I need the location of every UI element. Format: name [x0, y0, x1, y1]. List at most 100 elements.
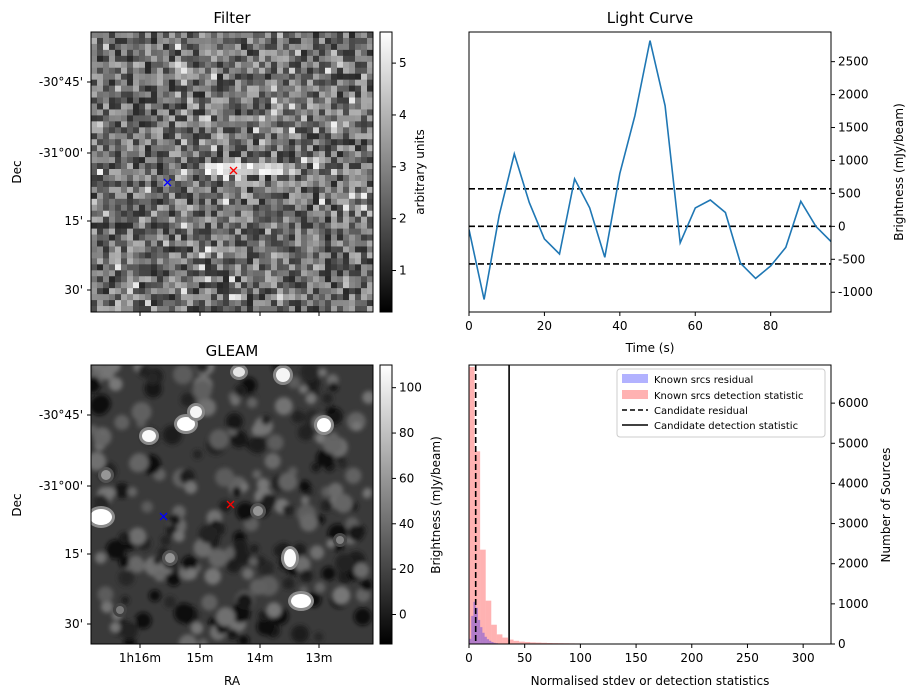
filter-pixel	[331, 115, 338, 122]
filter-pixel	[229, 67, 236, 75]
filter-pixel	[313, 55, 320, 63]
filter-pixel	[121, 270, 128, 277]
lightcurve-ytick-label: 0	[838, 219, 846, 233]
filter-pixel	[307, 151, 314, 158]
filter-pixel	[109, 234, 116, 241]
filter-pixel	[151, 55, 158, 63]
gleam-ytick-label: -31°00'	[39, 479, 83, 493]
filter-pixel	[145, 37, 152, 45]
filter-pixel	[187, 85, 194, 92]
filter-pixel	[193, 174, 200, 182]
filter-pixel	[151, 37, 158, 45]
filter-pixel	[247, 252, 254, 259]
filter-pixel	[277, 246, 284, 253]
filter-pixel	[277, 133, 284, 140]
filter-pixel	[211, 169, 218, 176]
filter-pixel	[313, 276, 320, 283]
filter-pixel	[337, 294, 344, 301]
filter-pixel	[199, 151, 206, 158]
filter-pixel	[181, 294, 188, 301]
filter-pixel	[325, 37, 332, 45]
gleam-noise-blob	[127, 486, 138, 497]
filter-pixel	[187, 174, 194, 182]
gleam-noise-blob	[248, 435, 267, 454]
filter-pixel	[217, 127, 224, 134]
filter-pixel	[121, 91, 128, 98]
filter-pixel	[217, 37, 224, 45]
filter-pixel	[139, 67, 146, 75]
filter-pixel	[157, 216, 164, 224]
filter-pixel	[343, 300, 350, 307]
filter-pixel	[295, 300, 302, 307]
gleam-noise-blob	[248, 557, 258, 566]
filter-pixel	[277, 282, 284, 289]
filter-pixel	[103, 276, 110, 283]
filter-pixel	[301, 300, 308, 307]
filter-pixel	[271, 97, 278, 104]
filter-pixel	[133, 240, 140, 247]
filter-pixel	[205, 234, 212, 241]
filter-pixel	[223, 294, 230, 301]
gleam-noise-blob	[128, 555, 144, 571]
filter-cbtick-label: 3	[399, 160, 407, 174]
filter-pixel	[157, 43, 164, 51]
filter-pixel	[223, 169, 230, 176]
filter-pixel	[181, 157, 188, 164]
filter-pixel	[133, 234, 140, 241]
filter-pixel	[367, 258, 373, 265]
gleam-noise-blob	[198, 524, 218, 544]
gleam-noise-blob	[345, 467, 362, 484]
filter-pixel	[301, 234, 308, 241]
filter-pixel	[181, 198, 188, 206]
lightcurve-x-axis: 0 20 40 60 80	[465, 312, 778, 333]
filter-pixel	[91, 222, 98, 229]
filter-pixel	[349, 32, 356, 39]
filter-pixel	[205, 252, 212, 259]
filter-pixel	[217, 49, 224, 57]
filter-pixel	[235, 282, 242, 289]
filter-pixel	[223, 198, 230, 206]
filter-pixel	[121, 216, 128, 224]
filter-pixel	[103, 127, 110, 134]
filter-pixel	[337, 91, 344, 98]
filter-pixel	[121, 210, 128, 218]
filter-pixel	[211, 43, 218, 51]
filter-pixel	[229, 151, 236, 158]
gleam-source	[233, 367, 245, 377]
filter-pixel	[205, 306, 212, 312]
filter-pixel	[355, 282, 362, 289]
filter-pixel	[121, 133, 128, 140]
filter-pixel	[211, 55, 218, 63]
filter-pixel	[349, 133, 356, 140]
filter-pixel	[277, 288, 284, 295]
filter-pixel	[259, 115, 266, 122]
filter-pixel	[319, 258, 326, 265]
filter-pixel	[163, 97, 170, 104]
filter-pixel	[361, 97, 368, 104]
filter-pixel	[133, 186, 140, 194]
filter-pixel	[169, 43, 176, 51]
filter-pixel	[193, 121, 200, 128]
filter-pixel	[115, 109, 122, 116]
filter-pixel	[187, 91, 194, 98]
filter-pixel	[157, 139, 164, 146]
filter-pixel	[211, 258, 218, 265]
filter-pixel	[337, 103, 344, 110]
filter-pixel	[175, 198, 182, 206]
filter-pixel	[157, 49, 164, 57]
filter-pixel	[151, 127, 158, 134]
filter-pixel	[169, 109, 176, 116]
histogram-ytick-label: 6000	[838, 396, 869, 410]
filter-pixel	[241, 246, 248, 253]
filter-pixel	[109, 174, 116, 182]
filter-pixel	[277, 109, 284, 116]
filter-pixel	[289, 258, 296, 265]
filter-pixel	[301, 252, 308, 259]
filter-pixel	[271, 180, 278, 188]
lightcurve-xlabel: Time (s)	[625, 341, 675, 355]
filter-pixel	[139, 282, 146, 289]
filter-pixel	[205, 204, 212, 212]
filter-pixel	[271, 67, 278, 75]
filter-pixel	[229, 43, 236, 51]
filter-pixel	[223, 49, 230, 57]
